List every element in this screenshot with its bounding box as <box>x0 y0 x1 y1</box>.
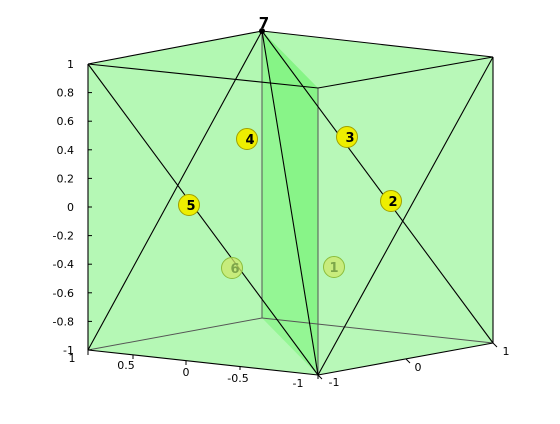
marker-5: 5 <box>178 194 200 216</box>
z-tick-label: 0 <box>67 201 74 214</box>
apex-vertex: 7 <box>259 14 269 34</box>
marker-6: 6 <box>221 257 243 279</box>
back-edges <box>87 31 494 375</box>
apex-dot <box>259 28 265 34</box>
z-tick-label: 0.8 <box>57 87 75 100</box>
y-tick-mark <box>492 342 498 348</box>
z-tick-label: -0.4 <box>53 258 74 271</box>
marker-3-circle <box>336 126 358 148</box>
x-tick-label: -0.5 <box>227 372 248 385</box>
x-tick-label: 1 <box>69 352 76 365</box>
y-tick-mark <box>317 374 323 380</box>
marker-3-label: 3 <box>345 131 354 146</box>
z-tick-label: 0.2 <box>57 172 75 185</box>
back-bottom-edge-left <box>87 317 263 351</box>
z-axis-ticks: 1 0.8 0.6 0.4 0.2 0 -0.2 -0.4 -0.6 -0.8 -1 <box>53 58 92 357</box>
y-axis: -1 0 1 <box>317 342 510 389</box>
z-tick-label: 1 <box>67 58 74 71</box>
front-edges <box>87 30 494 376</box>
marker-6-circle <box>221 257 243 279</box>
x-tick-label: 0 <box>183 366 190 379</box>
marker-2-label: 2 <box>388 195 397 210</box>
bottom-edge-right <box>317 342 494 376</box>
bottom-edge-left <box>87 349 319 376</box>
marker-4-label: 4 <box>245 133 254 148</box>
marker-2: 2 <box>380 190 402 212</box>
z-tick-label: 0.4 <box>57 144 75 157</box>
marker-3: 3 <box>336 126 358 148</box>
marker-5-circle <box>178 194 200 216</box>
y-tick-mark <box>405 358 411 364</box>
left-back-face <box>88 31 318 375</box>
y-tick-label: 1 <box>503 345 510 358</box>
marker-1-label: 1 <box>329 261 338 276</box>
apex-label: 7 <box>259 14 269 32</box>
diagonal-edge-3 <box>261 30 319 376</box>
y-tick-label: 0 <box>415 361 422 374</box>
x-tick-label: 0.5 <box>117 359 135 372</box>
x-axis: 1 0.5 0 -0.5 -1 <box>69 350 319 390</box>
z-tick-label: -0.8 <box>53 315 74 328</box>
z-axis: 1 0.8 0.6 0.4 0.2 0 -0.2 -0.4 -0.6 -0.8 -1 <box>53 58 92 357</box>
right-back-face <box>262 31 493 375</box>
marker-2-circle <box>380 190 402 212</box>
marker-6-label: 6 <box>230 262 239 277</box>
x-tick-label: -1 <box>293 377 304 390</box>
diagonal-edge-5 <box>317 56 494 376</box>
diagonal-edge-2 <box>87 30 263 351</box>
z-tick-label: 0.6 <box>57 115 75 128</box>
y-tick-label: -1 <box>329 376 340 389</box>
z-tick-label: -1 <box>63 344 74 357</box>
marker-4-circle <box>236 128 258 150</box>
z-tick-label: -0.2 <box>53 230 74 243</box>
marker-1: 1 <box>323 256 345 278</box>
back-bottom-edge-right <box>261 317 494 344</box>
diagonal-edge-1 <box>87 63 319 376</box>
marker-1-circle <box>323 256 345 278</box>
z-tick-label: -0.6 <box>53 287 74 300</box>
marker-4: 4 <box>236 128 258 150</box>
diagonal-edge-4 <box>261 30 494 344</box>
marker-5-label: 5 <box>186 199 195 214</box>
